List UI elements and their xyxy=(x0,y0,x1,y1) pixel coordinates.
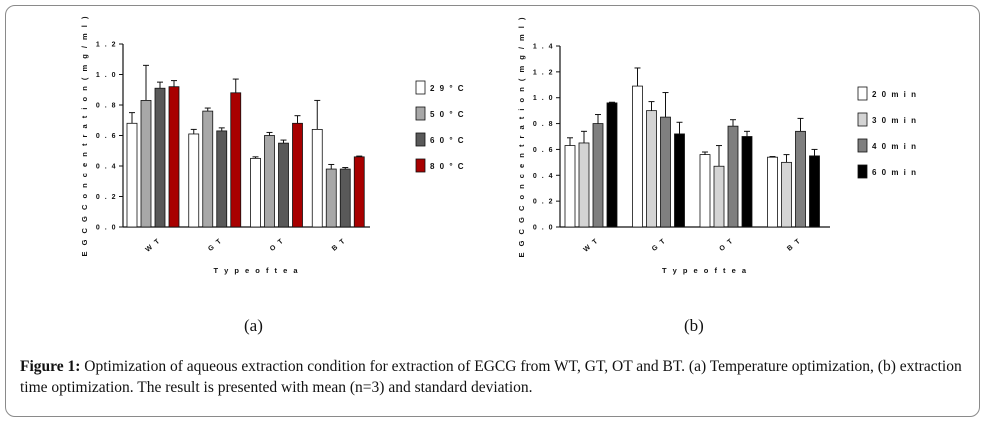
y-tick-label: 0 . 8 xyxy=(533,121,554,128)
legend-swatch xyxy=(857,138,868,153)
bar xyxy=(713,165,725,228)
legend-swatch xyxy=(415,106,426,121)
bar xyxy=(727,125,739,228)
y-tick-label: 0 . 0 xyxy=(533,225,554,232)
legend-swatch xyxy=(415,80,426,95)
figure-frame xyxy=(5,5,980,417)
legend-swatch xyxy=(857,86,868,101)
x-category-label: G T xyxy=(651,237,668,253)
x-axis-title: T y p e o f t e a xyxy=(662,266,748,275)
bar xyxy=(660,116,671,228)
legend-swatch xyxy=(415,132,426,147)
bar xyxy=(592,123,604,228)
y-tick-label: 1 . 4 xyxy=(533,44,554,51)
legend-label: 5 0 ° C xyxy=(430,110,465,119)
x-axis-title: T y p e o f t e a xyxy=(213,266,299,275)
y-tick-label: 0 . 6 xyxy=(96,133,117,140)
y-axis-title: E G C G C o n c e n t r a t i o n ( m g … xyxy=(80,15,89,257)
legend-label: 4 0 m i n xyxy=(872,142,918,151)
legend-label: 8 0 ° C xyxy=(430,162,465,171)
bar xyxy=(674,133,685,228)
x-category-label: O T xyxy=(718,237,735,253)
y-tick-label: 0 . 0 xyxy=(96,225,117,232)
bar xyxy=(578,142,590,228)
chart-temperature: 0 . 0 0 . 2 0 . 4 0 . 6 0 . 8 1 . 0 1 . 2 E G C… xyxy=(80,15,465,275)
legend-label: 3 0 m i n xyxy=(872,116,918,125)
y-tick-label: 1 . 0 xyxy=(533,95,554,102)
bar xyxy=(781,161,792,228)
bar xyxy=(646,110,657,228)
bar xyxy=(606,102,618,228)
bar xyxy=(564,145,576,228)
x-category-label: B T xyxy=(786,237,803,253)
bar xyxy=(632,85,643,228)
y-tick-label: 0 . 8 xyxy=(96,103,117,110)
y-tick-label: 1 . 2 xyxy=(96,42,117,49)
caption-text: Optimization of aqueous extraction condi… xyxy=(20,358,962,396)
chart-extraction-time: 0 . 0 0 . 2 0 . 4 0 . 6 0 . 8 1 . 0 1 . 2 1 . 4… xyxy=(517,16,918,275)
y-axis-title: E G C G C o n c e n t r a t i o n ( m g … xyxy=(517,16,526,258)
caption-label: Figure 1: xyxy=(20,358,81,375)
x-category-label: W T xyxy=(583,237,601,254)
y-tick-label: 0 . 6 xyxy=(533,147,554,154)
legend-label: 2 9 ° C xyxy=(430,84,465,93)
legend-label: 6 0 m i n xyxy=(872,168,918,177)
bar xyxy=(809,155,820,228)
y-tick-label: 0 . 2 xyxy=(96,194,117,201)
legend-label: 6 0 ° C xyxy=(430,136,465,145)
figure-caption: Figure 1: Optimization of aqueous extrac… xyxy=(20,356,972,398)
y-tick-label: 0 . 4 xyxy=(96,164,117,171)
legend-swatch xyxy=(415,158,426,173)
bar xyxy=(741,136,753,228)
y-tick-label: 0 . 4 xyxy=(533,173,554,180)
legend-swatch xyxy=(857,164,868,179)
legend-label: 2 0 m i n xyxy=(872,90,918,99)
bar xyxy=(767,156,778,228)
y-tick-label: 0 . 2 xyxy=(533,199,554,206)
panel-label-b: (b) xyxy=(684,316,704,335)
bar xyxy=(699,154,711,228)
bar xyxy=(795,130,806,228)
legend-swatch xyxy=(857,112,868,127)
y-tick-label: 1 . 2 xyxy=(533,69,554,76)
panel-label-a: (a) xyxy=(244,316,263,335)
y-tick-label: 1 . 0 xyxy=(96,72,117,79)
